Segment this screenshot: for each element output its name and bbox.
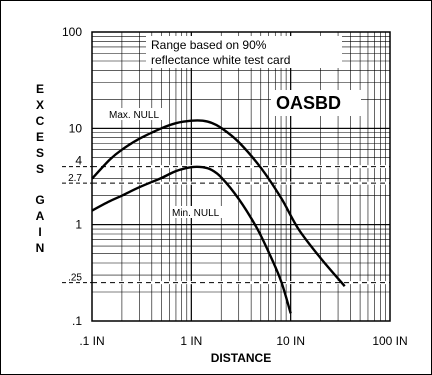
x-axis-title: DISTANCE: [211, 351, 271, 365]
x-tick-label: .1 IN: [79, 334, 104, 348]
y-tick-label: 1: [75, 218, 82, 232]
y-axis-title-letter: E: [36, 82, 44, 96]
min-null-label: Min. NULL: [172, 208, 220, 219]
note-line-2: reflectance white test card: [151, 53, 290, 67]
y-tick-label: 10: [69, 121, 83, 135]
series-group: [91, 119, 346, 314]
x-tick-label: 10 IN: [276, 334, 305, 348]
y-axis-title-letter: E: [36, 130, 44, 144]
x-tick-label: 1 IN: [180, 334, 202, 348]
y-tick-label: 4: [75, 154, 82, 168]
y-tick-labels: 100 10 4 2.7 1 .25 .1: [62, 25, 92, 328]
max-null-label-bg: [107, 108, 169, 120]
min-null-curve: [91, 165, 292, 314]
max-null-curve: [91, 119, 346, 287]
x-tick-label: 100 IN: [372, 334, 407, 348]
y-tick-label: 100: [62, 25, 82, 39]
badge-box: [271, 90, 361, 116]
y-axis-title-letter: A: [36, 209, 45, 223]
y-tick-label: .1: [72, 314, 82, 328]
y-tick-label: 2.7: [68, 173, 82, 184]
note-line-1: Range based on 90%: [151, 38, 267, 52]
y-axis-title-letter: S: [36, 162, 44, 176]
y-axis-title-letter: C: [36, 114, 45, 128]
y-axis-title-letter: S: [36, 146, 44, 160]
grid: [91, 31, 391, 322]
min-null-label-bg: [170, 206, 230, 218]
max-null-label: Max. NULL: [109, 110, 159, 121]
note-box: [146, 36, 342, 68]
y-axis-title-letter: G: [35, 193, 44, 207]
y-tick-label: .25: [68, 273, 82, 284]
badge-label: OASBD: [276, 93, 341, 113]
y-axis-title-letter: N: [36, 241, 45, 255]
plot-area-border: [91, 31, 391, 322]
x-tick-labels: .1 IN 1 IN 10 IN 100 IN: [79, 334, 407, 348]
y-axis-title-letter: I: [38, 225, 41, 239]
y-axis-title-letter: X: [36, 98, 44, 112]
